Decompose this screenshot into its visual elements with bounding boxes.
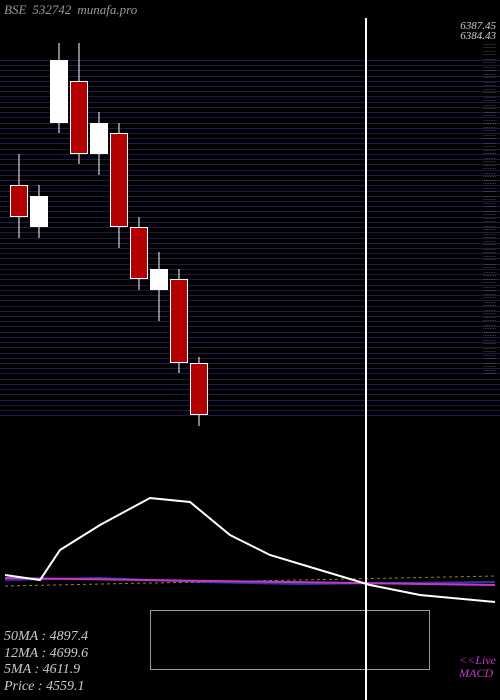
candle (30, 18, 48, 478)
stock-chart-container: BSE 532742 munafa.pro 6387.45 6384.43 ::… (0, 0, 500, 700)
symbol-label: 532742 (32, 2, 71, 18)
ma5-label: 5MA : (4, 662, 39, 677)
ma50-row: 50MA : 4897.4 (4, 629, 88, 646)
chart-header: BSE 532742 munafa.pro (4, 2, 137, 18)
ma50-label: 50MA : (4, 629, 46, 644)
price-label: Price : (4, 679, 42, 694)
macd-panel (0, 480, 500, 620)
ma5-value: 4611.9 (43, 662, 80, 677)
price-chart-area (0, 18, 500, 478)
live-macd-label: <<Live MACD (459, 654, 496, 680)
price-value: 4559.1 (46, 679, 85, 694)
ma5-row: 5MA : 4611.9 (4, 662, 88, 679)
exchange-label: BSE (4, 2, 26, 18)
price-row: Price : 4559.1 (4, 679, 88, 696)
candle (110, 18, 128, 478)
candle (90, 18, 108, 478)
time-divider (365, 18, 367, 700)
candle (190, 18, 208, 478)
candle (130, 18, 148, 478)
macd-svg (0, 480, 500, 620)
candle (150, 18, 168, 478)
ma12-row: 12MA : 4699.6 (4, 646, 88, 663)
live-macd-text: MACD (459, 667, 496, 680)
live-macd-prefix: <<Live (459, 654, 496, 667)
candle (10, 18, 28, 478)
highlight-frame (150, 610, 430, 670)
candle (50, 18, 68, 478)
ma12-label: 12MA : (4, 646, 46, 661)
stats-panel: 50MA : 4897.4 12MA : 4699.6 5MA : 4611.9… (4, 629, 88, 696)
ma12-value: 4699.6 (50, 646, 89, 661)
watermark-label: munafa.pro (77, 2, 137, 18)
candle (70, 18, 88, 478)
price-label-filler: ::::::::::::::::::::::::::::::::::::::::… (460, 42, 496, 376)
price-scale-labels: 6387.45 6384.43 ::::::::::::::::::::::::… (460, 22, 496, 376)
ma50-value: 4897.4 (50, 629, 89, 644)
candle (170, 18, 188, 478)
